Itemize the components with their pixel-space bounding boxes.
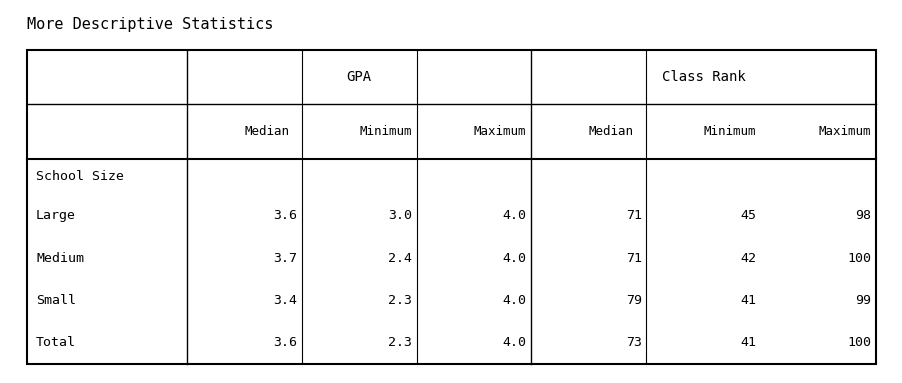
Text: 71: 71	[625, 252, 641, 265]
Text: 79: 79	[625, 294, 641, 307]
Text: Minimum: Minimum	[359, 125, 411, 138]
Text: School Size: School Size	[36, 170, 124, 183]
Text: Maximum: Maximum	[817, 125, 870, 138]
Text: 45: 45	[740, 210, 756, 223]
Text: 3.6: 3.6	[273, 336, 297, 349]
Text: 71: 71	[625, 210, 641, 223]
Text: More Descriptive Statistics: More Descriptive Statistics	[27, 17, 273, 32]
Text: 41: 41	[740, 294, 756, 307]
Text: Medium: Medium	[36, 252, 84, 265]
Text: 73: 73	[625, 336, 641, 349]
Text: 4.0: 4.0	[502, 336, 526, 349]
Text: 4.0: 4.0	[502, 294, 526, 307]
Text: 2.3: 2.3	[388, 336, 411, 349]
Text: 98: 98	[854, 210, 870, 223]
Text: Total: Total	[36, 336, 76, 349]
Text: Small: Small	[36, 294, 76, 307]
Text: GPA: GPA	[346, 70, 372, 84]
Text: Median: Median	[588, 125, 633, 138]
Text: 3.4: 3.4	[273, 294, 297, 307]
Text: 4.0: 4.0	[502, 210, 526, 223]
Text: 100: 100	[846, 336, 870, 349]
Text: Class Rank: Class Rank	[661, 70, 745, 84]
Bar	[27, 50, 875, 364]
Text: 4.0: 4.0	[502, 252, 526, 265]
Text: 42: 42	[740, 252, 756, 265]
Text: 2.4: 2.4	[388, 252, 411, 265]
Text: Minimum: Minimum	[703, 125, 755, 138]
Text: 3.6: 3.6	[273, 210, 297, 223]
Text: 99: 99	[854, 294, 870, 307]
Text: 2.3: 2.3	[388, 294, 411, 307]
Text: Maximum: Maximum	[474, 125, 526, 138]
Text: 100: 100	[846, 252, 870, 265]
Text: Median: Median	[244, 125, 289, 138]
Text: 3.7: 3.7	[273, 252, 297, 265]
Text: 41: 41	[740, 336, 756, 349]
Text: Large: Large	[36, 210, 76, 223]
Text: 3.0: 3.0	[388, 210, 411, 223]
